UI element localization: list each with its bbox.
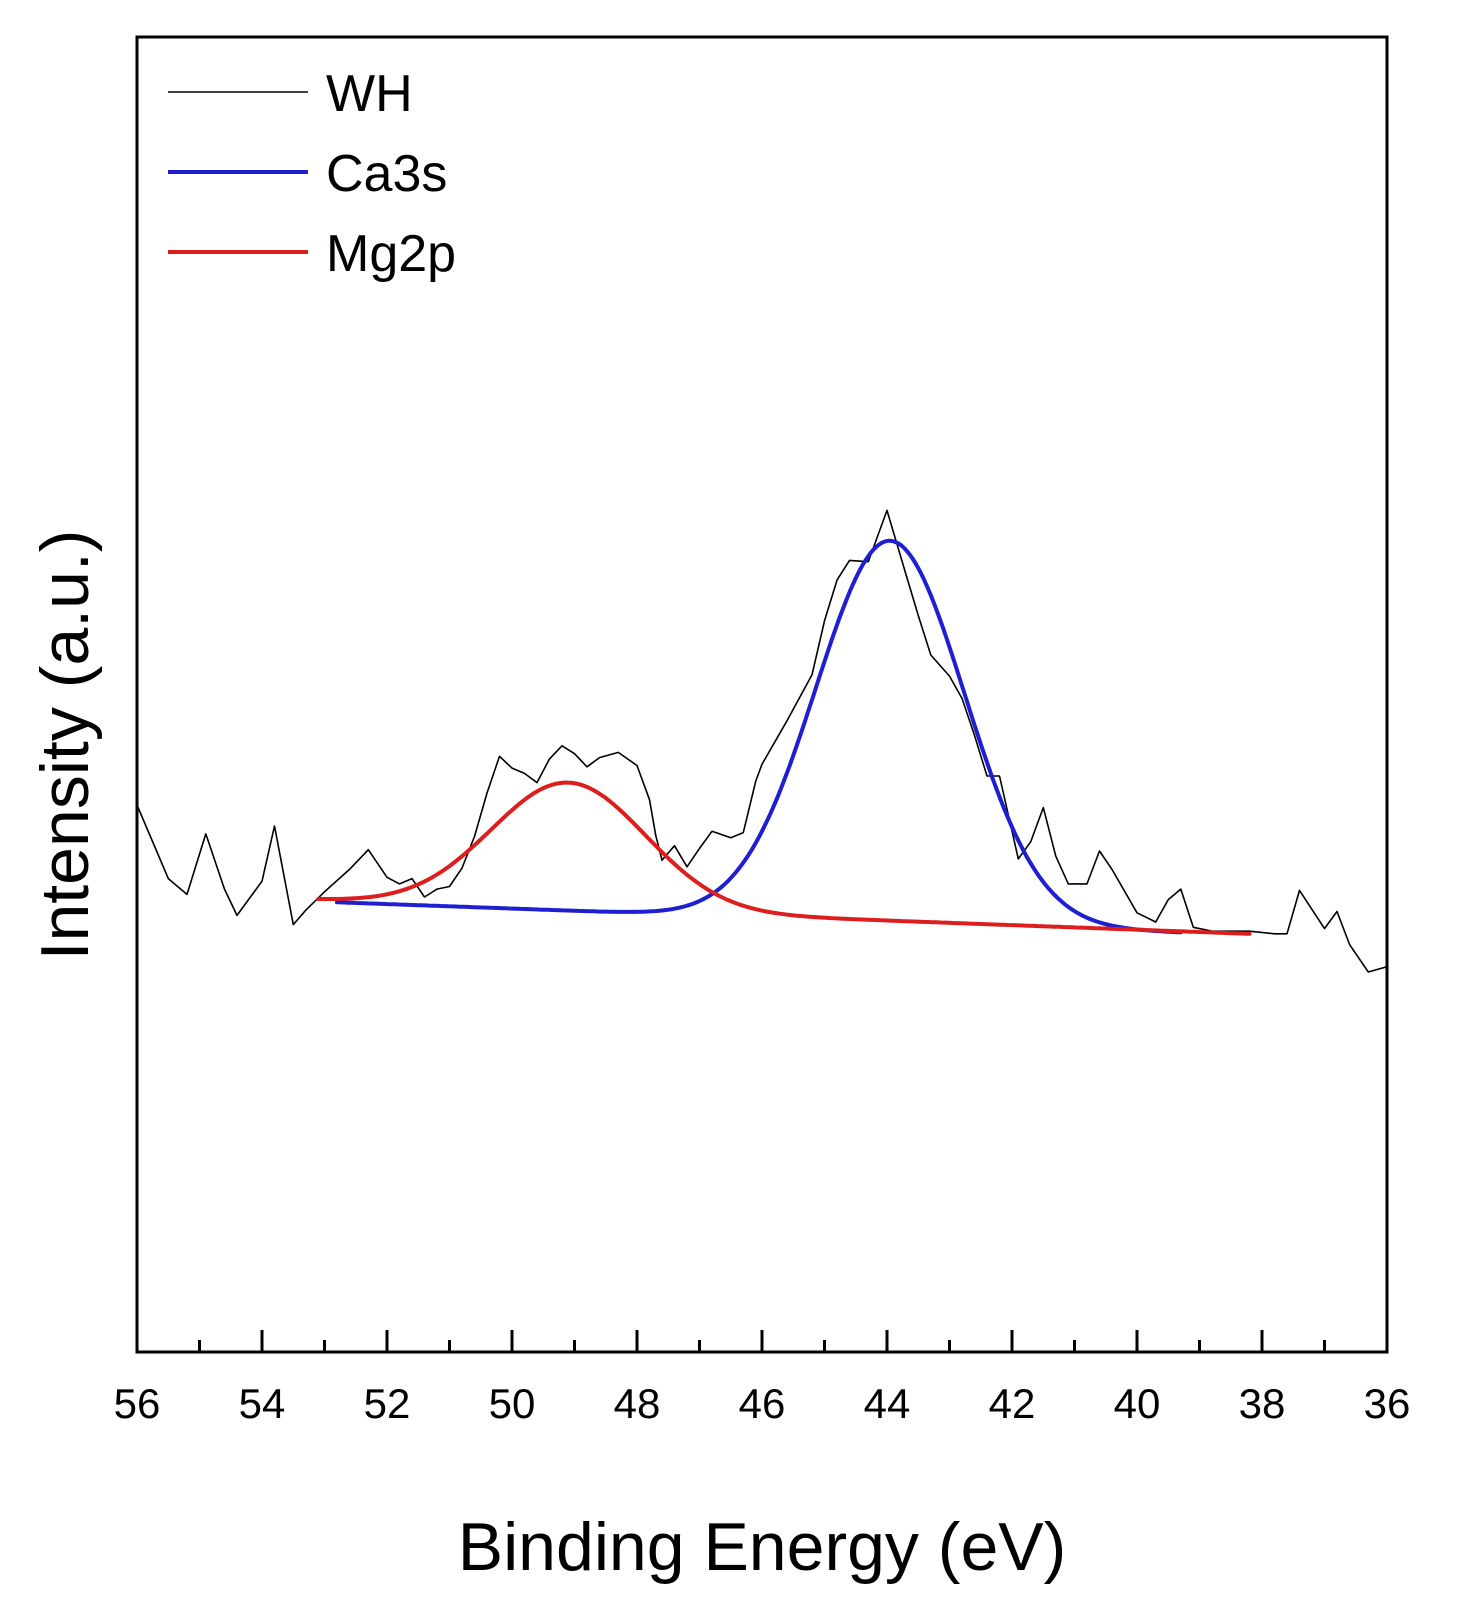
x-tick-label: 38 [1239,1380,1286,1427]
x-tick-label: 36 [1364,1380,1411,1427]
series-line-wh [136,509,1388,973]
series-line-mg2p [316,780,1252,936]
legend: WH Ca3s Mg2p [168,65,456,283]
legend-label-mg2p: Mg2p [326,225,456,283]
x-tick-label: 48 [614,1380,661,1427]
series-layer [136,509,1388,973]
x-tick-label: 52 [364,1380,411,1427]
x-tick-label: 44 [864,1380,911,1427]
x-axis-title: Binding Energy (eV) [458,1509,1067,1585]
y-axis-title: Intensity (a.u.) [27,530,103,961]
x-axis-ticks: 56 54 52 50 48 46 44 42 40 38 36 [114,1330,1411,1427]
x-tick-label: 40 [1114,1380,1161,1427]
legend-label-wh: WH [326,65,413,123]
x-tick-label: 42 [989,1380,1036,1427]
legend-label-ca3s: Ca3s [326,145,447,203]
x-tick-label: 50 [489,1380,536,1427]
x-tick-label: 54 [239,1380,286,1427]
x-tick-label: 56 [114,1380,161,1427]
series-line-ca3s [335,538,1183,935]
x-tick-label: 46 [739,1380,786,1427]
